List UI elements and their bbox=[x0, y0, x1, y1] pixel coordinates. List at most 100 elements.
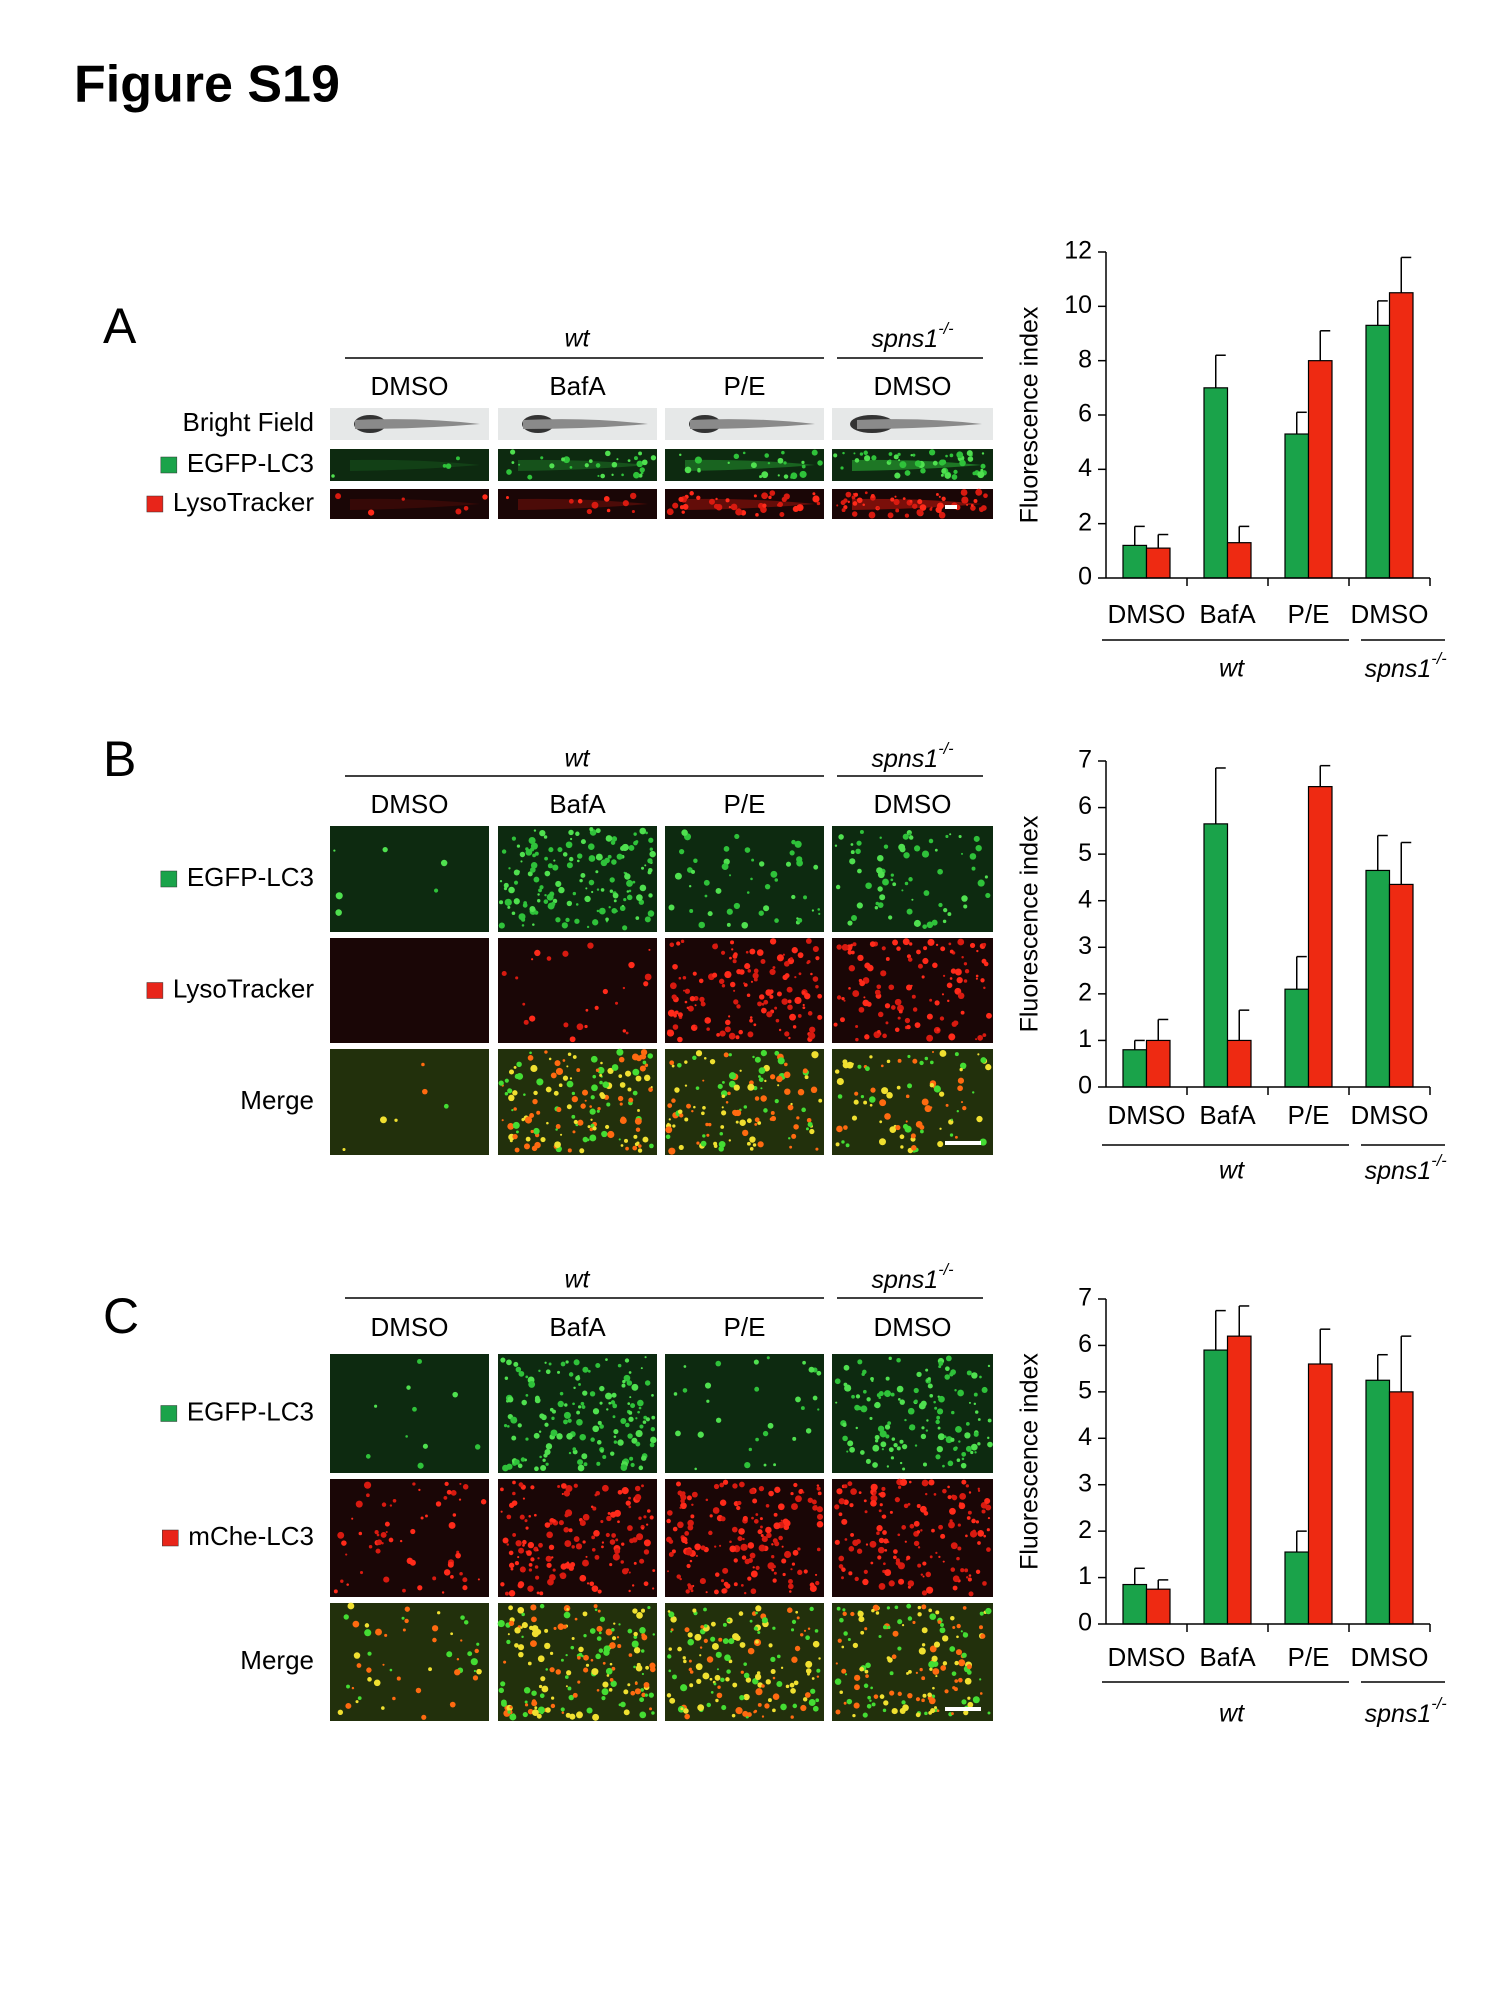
vesicle bbox=[755, 513, 759, 517]
vesicle bbox=[904, 881, 909, 886]
vesicle bbox=[850, 943, 854, 947]
vesicle bbox=[678, 976, 682, 980]
vesicle bbox=[790, 1491, 794, 1496]
vesicle bbox=[791, 1133, 797, 1139]
vesicle bbox=[742, 1129, 749, 1137]
vesicle bbox=[835, 1142, 840, 1147]
vesicle bbox=[935, 1610, 940, 1615]
vesicle bbox=[961, 1652, 967, 1658]
vesicle bbox=[975, 974, 979, 978]
vesicle bbox=[931, 1655, 938, 1662]
vesicle bbox=[750, 980, 753, 983]
vesicle bbox=[648, 837, 654, 843]
vesicle bbox=[633, 1647, 641, 1654]
vesicle bbox=[506, 469, 512, 475]
x-tick-label: BafA bbox=[1199, 1100, 1256, 1130]
vesicle bbox=[728, 1139, 732, 1142]
vesicle bbox=[717, 1083, 723, 1089]
group-label: wt bbox=[565, 745, 591, 773]
vesicle bbox=[404, 1618, 409, 1624]
vesicle bbox=[728, 1015, 731, 1018]
vesicle bbox=[983, 961, 989, 967]
vesicle bbox=[764, 1079, 767, 1083]
vesicle bbox=[696, 1141, 700, 1145]
vesicle bbox=[525, 1526, 529, 1530]
vesicle bbox=[474, 1648, 479, 1654]
vesicle bbox=[934, 1706, 937, 1710]
vesicle bbox=[498, 1080, 504, 1086]
vesicle bbox=[856, 840, 862, 846]
vesicle bbox=[569, 466, 573, 469]
vesicle bbox=[731, 948, 734, 951]
vesicle bbox=[679, 849, 685, 855]
vesicle bbox=[367, 1677, 372, 1682]
vesicle bbox=[534, 1565, 539, 1569]
vesicle bbox=[937, 1141, 944, 1148]
vesicle bbox=[838, 1564, 844, 1569]
vesicle bbox=[948, 1033, 956, 1041]
vesicle bbox=[924, 1492, 928, 1496]
vesicle bbox=[921, 975, 925, 979]
vesicle bbox=[949, 833, 952, 836]
vesicle bbox=[920, 1400, 927, 1407]
vesicle bbox=[722, 1080, 725, 1084]
vesicle bbox=[941, 496, 946, 501]
vesicle bbox=[648, 1087, 653, 1092]
vesicle bbox=[609, 1539, 616, 1545]
vesicle bbox=[939, 1127, 942, 1130]
vesicle bbox=[406, 1385, 411, 1390]
vesicle bbox=[352, 1620, 360, 1628]
vesicle bbox=[639, 1711, 647, 1719]
vesicle bbox=[563, 1419, 568, 1425]
vesicle bbox=[816, 1675, 820, 1678]
vesicle bbox=[525, 1375, 529, 1379]
vesicle bbox=[918, 1647, 926, 1655]
vesicle bbox=[446, 1489, 452, 1495]
vesicle bbox=[514, 1459, 520, 1465]
vesicle bbox=[641, 1484, 644, 1488]
vesicle bbox=[987, 1516, 991, 1520]
vesicle bbox=[986, 1547, 991, 1552]
vesicle bbox=[931, 1528, 935, 1533]
vesicle bbox=[639, 1054, 644, 1059]
vesicle bbox=[812, 976, 819, 982]
vesicle bbox=[917, 499, 923, 505]
vesicle bbox=[768, 495, 772, 500]
vesicle bbox=[849, 1503, 854, 1508]
vesicle bbox=[673, 1392, 678, 1396]
vesicle bbox=[921, 1676, 926, 1681]
vesicle bbox=[724, 1026, 731, 1033]
vesicle bbox=[768, 1490, 774, 1497]
vesicle bbox=[942, 1560, 945, 1563]
vesicle bbox=[605, 835, 613, 842]
vesicle bbox=[863, 1389, 867, 1394]
vesicle bbox=[511, 1109, 514, 1112]
vesicle bbox=[874, 1401, 881, 1409]
vesicle bbox=[749, 1136, 756, 1143]
vesicle bbox=[905, 1120, 908, 1123]
vesicle bbox=[597, 1066, 605, 1074]
vesicle bbox=[683, 1365, 687, 1368]
vesicle bbox=[644, 1380, 651, 1386]
vesicle bbox=[961, 1457, 965, 1461]
vesicle bbox=[780, 1666, 784, 1669]
micrograph bbox=[498, 1049, 657, 1155]
vesicle bbox=[374, 1529, 379, 1535]
vesicle bbox=[718, 1637, 723, 1642]
vesicle bbox=[625, 1500, 631, 1506]
vesicle bbox=[544, 870, 551, 877]
vesicle bbox=[935, 506, 942, 513]
vesicle bbox=[946, 982, 953, 989]
vesicle bbox=[668, 1647, 672, 1651]
vesicle bbox=[872, 1462, 878, 1468]
vesicle bbox=[842, 451, 845, 455]
vesicle bbox=[695, 1050, 703, 1057]
vesicle bbox=[443, 1103, 449, 1109]
vesicle bbox=[375, 1548, 381, 1554]
vesicle bbox=[925, 1368, 929, 1372]
vesicle bbox=[518, 913, 526, 921]
vesicle bbox=[614, 1548, 621, 1555]
vesicle bbox=[715, 1417, 722, 1423]
vesicle bbox=[640, 1608, 646, 1613]
vesicle bbox=[741, 921, 749, 929]
